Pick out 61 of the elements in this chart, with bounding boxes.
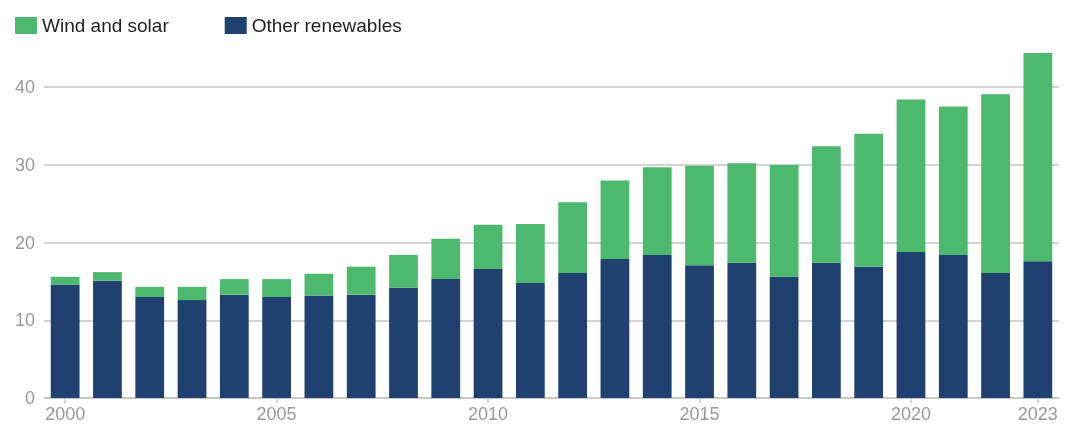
- y-tick-label: 10: [14, 310, 35, 331]
- bar: [515, 283, 545, 398]
- bar: [938, 106, 968, 256]
- bar: [177, 286, 207, 301]
- bar: [727, 163, 757, 263]
- x-tick-label: 2000: [45, 404, 86, 424]
- bar: [389, 255, 418, 288]
- bar: [219, 279, 249, 295]
- bar: [1023, 261, 1053, 398]
- bar: [600, 258, 630, 398]
- bar: [389, 287, 418, 398]
- bar: [346, 294, 376, 398]
- bar: [50, 276, 80, 285]
- legend-label: Other renewables: [251, 15, 402, 36]
- bar: [981, 272, 1010, 398]
- legend-label: Wind and solar: [42, 15, 170, 36]
- bar: [304, 273, 334, 296]
- x-tick-label: 2020: [890, 404, 931, 424]
- y-tick-label: 0: [24, 388, 35, 408]
- bar: [558, 272, 588, 398]
- bar: [304, 295, 334, 398]
- bar: [938, 255, 968, 398]
- y-tick-label: 20: [14, 232, 35, 253]
- bar: [473, 269, 503, 398]
- bar: [685, 265, 714, 398]
- bar: [896, 251, 926, 398]
- bar: [262, 279, 291, 297]
- bar: [515, 223, 545, 283]
- bar: [177, 300, 207, 398]
- bar: [135, 296, 165, 398]
- bar: [727, 262, 757, 398]
- bar: [50, 284, 80, 398]
- bar: [854, 133, 884, 267]
- x-tick-label: 2010: [468, 404, 509, 424]
- bar: [1023, 53, 1053, 262]
- bar: [642, 255, 672, 398]
- bar: [135, 286, 165, 297]
- bar: [473, 224, 503, 270]
- x-tick-label: 2015: [679, 404, 720, 424]
- bar: [769, 164, 799, 277]
- bar: [769, 276, 799, 398]
- bar: [431, 279, 461, 398]
- bar: [93, 280, 122, 398]
- bar: [685, 165, 714, 266]
- x-tick-label: 2005: [256, 404, 297, 424]
- bar: [558, 202, 588, 273]
- bar: [854, 266, 884, 398]
- bar: [896, 99, 926, 252]
- bar: [600, 180, 630, 259]
- bar: [812, 262, 841, 398]
- x-tick-label: 2023: [1017, 404, 1058, 424]
- bar: [812, 146, 841, 263]
- bar: [346, 266, 376, 295]
- bar: [219, 294, 249, 398]
- y-tick-label: 30: [14, 154, 35, 175]
- y-tick-label: 40: [14, 77, 35, 98]
- bar: [431, 238, 461, 280]
- bar: [93, 272, 122, 281]
- bar: [642, 167, 672, 256]
- bar: [262, 296, 291, 398]
- bar: [981, 94, 1010, 273]
